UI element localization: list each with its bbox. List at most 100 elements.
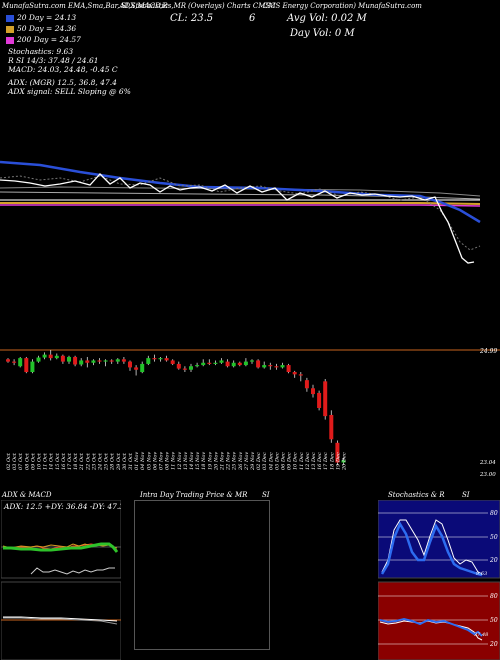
adx-line — [3, 542, 119, 553]
legend-adx: ADX: (MGR) 12.5, 36.8, 47.4 — [8, 78, 117, 87]
date-tick-label: 04 Dec — [268, 452, 274, 470]
date-tick-label: 26 Nov — [238, 452, 244, 471]
ema200-label: 200 Day = 24.57 — [17, 35, 81, 44]
adx-bars-line — [30, 567, 115, 575]
date-tick-label: 19 Nov — [207, 452, 213, 470]
main-chart: 24.99 23.04 23.00 02 Oct 03 Oct 07 Oct 08 O… — [0, 160, 500, 478]
date-tick-label: 17 Oct — [67, 452, 73, 470]
date-tick-label: 28 Oct — [110, 452, 116, 471]
legend-ema50: 50 Day = 24.36 — [6, 24, 76, 33]
candle-body — [341, 460, 346, 463]
candle-body — [18, 358, 23, 367]
price-axis-top: 24.99 — [479, 348, 497, 355]
candle-body — [79, 360, 84, 365]
candle-body — [182, 368, 187, 370]
date-tick-label: 11 Nov — [171, 452, 177, 470]
legend-ema200: 200 Day = 24.57 — [6, 35, 81, 44]
chart-title-left: MunafaSutra.com EMA,Sma,Bar,ADX,MACD,R — [2, 2, 168, 10]
date-tick-label: 18 Dec — [329, 452, 335, 470]
candle-body — [219, 360, 224, 363]
date-tick-label: 11 Dec — [299, 452, 305, 470]
candle-body — [128, 361, 132, 368]
macd-signal-line — [3, 617, 118, 625]
candle-body — [213, 362, 218, 364]
ema50-line — [0, 202, 481, 205]
date-tick-label: 15 Oct — [55, 452, 61, 470]
date-tick-label: 13 Nov — [183, 452, 189, 470]
date-tick-label: 03 Oct — [12, 452, 18, 470]
ema20-line — [0, 160, 481, 224]
date-tick-label: 17 Dec — [323, 452, 329, 470]
candle-body — [115, 359, 120, 362]
candle-body — [298, 374, 303, 376]
legend-ema20: 20 Day = 24.13 — [6, 13, 76, 22]
candle-body — [225, 361, 230, 367]
date-tick-label: 16 Oct — [61, 452, 67, 470]
date-tick-label: 08 Nov — [165, 452, 171, 470]
candle-body — [268, 365, 273, 367]
candle-body — [207, 362, 212, 364]
date-tick-label: 07 Oct — [18, 452, 24, 470]
adx-values-text: ADX: 12.5 +DY: 36.84 -DY: 47.37 — [3, 502, 121, 511]
avg-volume: Avg Vol: 0.02 M — [287, 13, 367, 24]
date-tick-label: 06 Nov — [152, 452, 158, 470]
candle-body — [24, 358, 29, 373]
ema50-swatch — [6, 25, 14, 33]
candle-body — [158, 358, 163, 360]
candle-body — [109, 360, 114, 362]
candle-body — [256, 360, 261, 368]
candle-body — [292, 372, 297, 375]
date-tick-label: 30 Oct — [122, 452, 128, 470]
candle-body — [286, 365, 291, 373]
date-tick-label: 23 Oct — [91, 452, 97, 471]
ema20-swatch — [6, 14, 14, 22]
ema50-label: 50 Day = 24.36 — [17, 24, 77, 33]
chart-company-text: CMS Energy Corporation) MunafaSutra.com — [263, 2, 422, 10]
stoch-tick-80: 80 — [490, 510, 498, 517]
candle-body — [146, 358, 151, 364]
date-tick-label: 09 Oct — [30, 452, 36, 470]
candle-body — [60, 355, 65, 362]
date-tick-label: 31 Oct — [128, 452, 134, 470]
date-tick-label: 14 Oct — [49, 452, 55, 470]
adx-panel: ADX: 12.5 +DY: 36.84 -DY: 47.37 — [1, 500, 121, 660]
date-tick-label: 05 Nov — [146, 452, 152, 470]
stoch-value: 9.63 — [476, 571, 487, 577]
stochastics-panel — [378, 500, 500, 579]
date-tick-label: 05 Dec — [274, 452, 280, 470]
legend-stochastics: Stochastics: 9.63 — [8, 47, 74, 56]
date-tick-label: 09 Dec — [287, 452, 293, 470]
candle-body — [73, 356, 78, 365]
candle-body — [6, 359, 10, 362]
candle-body — [103, 360, 108, 362]
date-tick-label: 25 Nov — [232, 452, 238, 471]
candle-body — [36, 357, 41, 362]
price-line — [0, 173, 475, 264]
legend-macd: MACD: 24.03, 24.48, -0.45 C — [8, 65, 118, 74]
date-tick-label: 03 Dec — [262, 452, 268, 470]
date-tick-label: 18 Oct — [73, 452, 79, 470]
candle-body — [54, 355, 59, 359]
date-tick-label: 20 Dec — [342, 452, 348, 471]
date-tick-label: 11 Oct — [43, 452, 49, 470]
macd-line — [3, 616, 118, 622]
date-tick-label: 01 Nov — [134, 452, 140, 470]
price-axis-bottom2: 23.00 — [479, 472, 496, 478]
rsi-line — [379, 617, 483, 637]
date-tick-label: 19 Dec — [335, 452, 341, 470]
candle-body — [91, 360, 96, 363]
candle-body — [280, 365, 285, 368]
intraday-panel-title: Intra Day Trading Price & MR — [140, 491, 248, 499]
candle-body — [12, 361, 17, 363]
date-tick-label: 16 Dec — [317, 452, 323, 470]
candle-body — [335, 442, 340, 463]
chart-title-mid: SI,Stochastics,MR — [121, 2, 187, 10]
six-label: 6 — [249, 13, 256, 24]
candle-body — [30, 361, 35, 373]
candle-body — [304, 380, 309, 389]
candle-body — [134, 367, 139, 370]
rsi-tick-80: 80 — [490, 593, 498, 600]
legend-rsi: R SI 14/3: 37.48 / 24.61 — [8, 56, 99, 65]
date-tick-label: 29 Nov — [250, 452, 256, 471]
date-tick-label: 08 Oct — [24, 452, 30, 470]
